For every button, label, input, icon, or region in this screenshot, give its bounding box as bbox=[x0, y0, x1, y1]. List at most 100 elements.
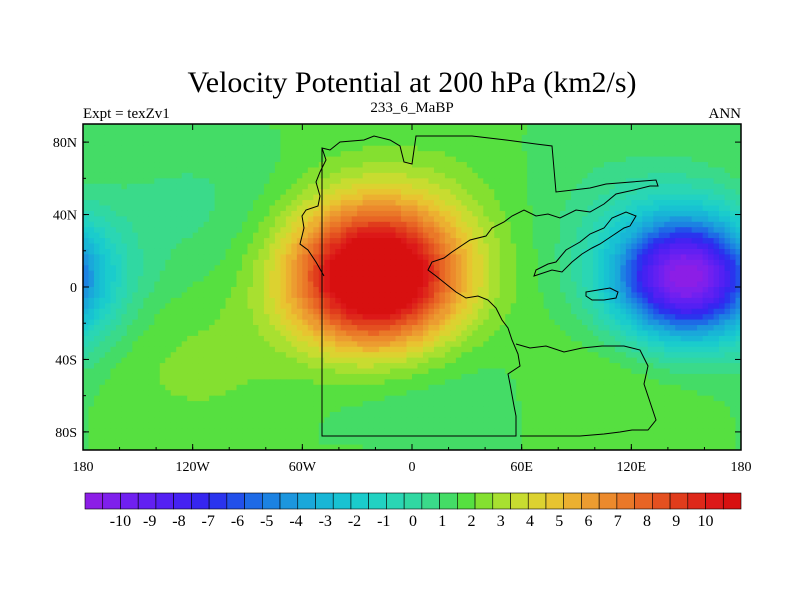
contour-cell bbox=[592, 189, 600, 196]
contour-cell bbox=[88, 140, 95, 147]
contour-cell bbox=[99, 314, 106, 321]
contour-cell bbox=[598, 140, 605, 147]
contour-cell bbox=[263, 172, 271, 179]
contour-cell bbox=[137, 194, 144, 201]
contour-cell bbox=[614, 167, 621, 174]
contour-cell bbox=[406, 140, 413, 147]
contour-cell bbox=[159, 129, 166, 136]
contour-cell bbox=[510, 189, 517, 196]
contour-cell bbox=[724, 140, 731, 147]
contour-cell bbox=[335, 216, 342, 223]
contour-cell bbox=[412, 287, 419, 294]
contour-cell bbox=[527, 194, 534, 201]
contour-cell bbox=[390, 292, 397, 299]
contour-cell bbox=[598, 319, 605, 326]
contour-cell bbox=[187, 303, 194, 310]
contour-cell bbox=[521, 243, 528, 250]
contour-cell bbox=[225, 281, 232, 288]
contour-cell bbox=[708, 221, 715, 228]
contour-cell bbox=[126, 172, 133, 179]
contour-cell bbox=[83, 227, 90, 234]
contour-cell bbox=[499, 319, 506, 326]
contour-cell bbox=[592, 270, 600, 277]
contour-cell bbox=[296, 129, 303, 136]
contour-cell bbox=[154, 330, 161, 337]
contour-cell bbox=[159, 287, 166, 294]
contour-cell bbox=[587, 276, 594, 283]
contour-cell bbox=[664, 134, 671, 141]
contour-cell bbox=[521, 238, 528, 245]
contour-cell bbox=[554, 200, 561, 207]
contour-cell bbox=[439, 330, 446, 337]
contour-cell bbox=[664, 227, 671, 234]
contour-cell bbox=[433, 172, 441, 179]
contour-cell bbox=[609, 243, 616, 250]
contour-cell bbox=[450, 346, 457, 353]
contour-cell bbox=[625, 292, 632, 299]
contour-cell bbox=[669, 314, 676, 321]
contour-cell bbox=[708, 151, 715, 158]
contour-cell bbox=[505, 129, 512, 136]
contour-cell bbox=[702, 140, 709, 147]
contour-cell bbox=[675, 319, 682, 326]
contour-cell bbox=[412, 276, 419, 283]
contour-cell bbox=[357, 303, 364, 310]
contour-cell bbox=[565, 238, 572, 245]
contour-cell bbox=[395, 314, 402, 321]
contour-cell bbox=[379, 330, 386, 337]
contour-cell bbox=[444, 129, 451, 136]
contour-cell bbox=[93, 129, 101, 136]
contour-cell bbox=[187, 227, 194, 234]
contour-cell bbox=[675, 276, 682, 283]
contour-cell bbox=[625, 232, 632, 239]
contour-cell bbox=[466, 151, 473, 158]
contour-cell bbox=[664, 151, 671, 158]
contour-cell bbox=[669, 287, 676, 294]
contour-cell bbox=[269, 297, 276, 304]
contour-cell bbox=[505, 205, 512, 212]
contour-cell bbox=[313, 129, 320, 136]
contour-cell bbox=[532, 183, 539, 190]
contour-cell bbox=[159, 319, 166, 326]
contour-cell bbox=[691, 330, 698, 337]
contour-cell bbox=[302, 216, 309, 223]
contour-cell bbox=[137, 243, 144, 250]
contour-cell bbox=[231, 183, 238, 190]
contour-cell bbox=[680, 183, 687, 190]
contour-cell bbox=[527, 205, 534, 212]
contour-cell bbox=[735, 183, 741, 190]
contour-cell bbox=[603, 325, 610, 332]
contour-cell bbox=[263, 319, 271, 326]
contour-cell bbox=[439, 243, 446, 250]
contour-cell bbox=[269, 248, 276, 255]
contour-cell bbox=[148, 183, 155, 190]
contour-cell bbox=[417, 287, 424, 294]
contour-cell bbox=[444, 162, 451, 169]
contour-cell bbox=[148, 205, 155, 212]
contour-cell bbox=[598, 129, 605, 136]
contour-cell bbox=[730, 172, 737, 179]
contour-cell bbox=[516, 178, 523, 185]
contour-cell bbox=[412, 265, 419, 272]
contour-cell bbox=[291, 259, 298, 266]
contour-cell bbox=[143, 194, 150, 201]
contour-cell bbox=[669, 178, 676, 185]
contour-cell bbox=[488, 314, 495, 321]
contour-cell bbox=[444, 270, 451, 277]
contour-cell bbox=[252, 259, 260, 266]
contour-cell bbox=[93, 172, 101, 179]
contour-cell bbox=[477, 297, 484, 304]
contour-cell bbox=[99, 248, 106, 255]
contour-cell bbox=[340, 238, 347, 245]
contour-cell bbox=[368, 129, 375, 136]
contour-cell bbox=[390, 303, 397, 310]
contour-cell bbox=[225, 265, 232, 272]
contour-cell bbox=[653, 308, 660, 315]
contour-cell bbox=[165, 325, 172, 332]
contour-cell bbox=[581, 216, 589, 223]
contour-cell bbox=[521, 287, 528, 294]
contour-cell bbox=[719, 248, 726, 255]
contour-cell bbox=[664, 281, 671, 288]
contour-cell bbox=[472, 210, 479, 217]
contour-cell bbox=[329, 162, 336, 169]
